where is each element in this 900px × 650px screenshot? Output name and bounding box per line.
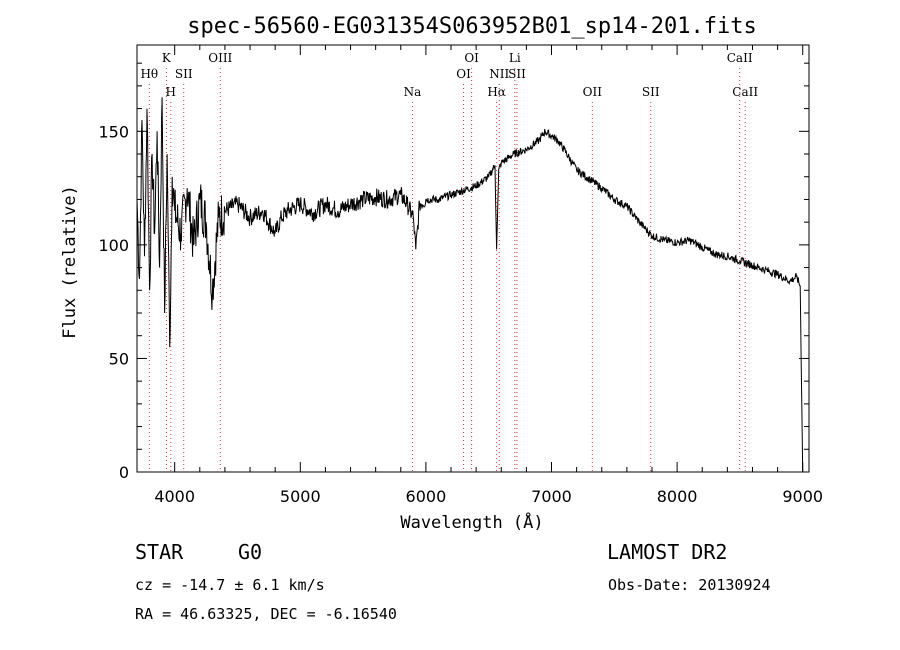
spectral-line-label: Li: [509, 51, 521, 65]
object-class: STAR: [135, 540, 184, 564]
y-tick-label: 0: [119, 463, 129, 482]
x-tick-label: 4000: [154, 487, 195, 506]
chart-title: spec-56560-EG031354S063952B01_sp14-201.f…: [187, 14, 757, 39]
spectral-line-label: NII: [489, 67, 509, 81]
coordinates: RA = 46.63325, DEC = -6.16540: [135, 605, 397, 623]
x-tick-label: 9000: [782, 487, 823, 506]
spectral-line-label: CaII: [732, 85, 758, 99]
spectral-line-label: OI: [456, 67, 471, 81]
spectral-line-label: OII: [583, 85, 603, 99]
y-tick-label: 50: [109, 349, 129, 368]
x-tick-label: 6000: [406, 487, 447, 506]
spectral-line-label: Hθ: [140, 67, 158, 81]
obs-date: Obs-Date: 20130924: [608, 576, 771, 594]
spectral-line-label: Hα: [487, 85, 506, 99]
survey-name: LAMOST DR2: [607, 540, 728, 564]
spectral-line-label: OIII: [208, 51, 232, 65]
x-tick-label: 5000: [280, 487, 321, 506]
redshift-readout: cz = -14.7 ± 6.1 km/s: [135, 576, 325, 594]
spectral-line-label: Na: [404, 85, 422, 99]
spectral-line-label: SII: [508, 67, 526, 81]
object-subclass: G0: [238, 540, 263, 564]
spectral-line-label: H: [166, 85, 176, 99]
y-tick-label: 100: [98, 236, 129, 255]
spectral-line-label: OI: [464, 51, 479, 65]
plot-frame: [136, 44, 810, 473]
axes: 4000 5000 6000 7000 8000 9000 0 50 100 150: [98, 44, 823, 506]
spectrum-line: [136, 97, 804, 473]
spectral-line-label: CaII: [727, 51, 753, 65]
x-axis-label: Wavelength (Å): [400, 511, 543, 533]
spectral-line-label: SII: [175, 67, 193, 81]
y-axis-label: Flux (relative): [60, 185, 80, 339]
spectral-line-label: SII: [642, 85, 660, 99]
y-tick-label: 150: [98, 122, 129, 141]
x-tick-label: 8000: [657, 487, 698, 506]
x-tick-label: 7000: [531, 487, 572, 506]
spectral-line-label: K: [162, 51, 172, 65]
